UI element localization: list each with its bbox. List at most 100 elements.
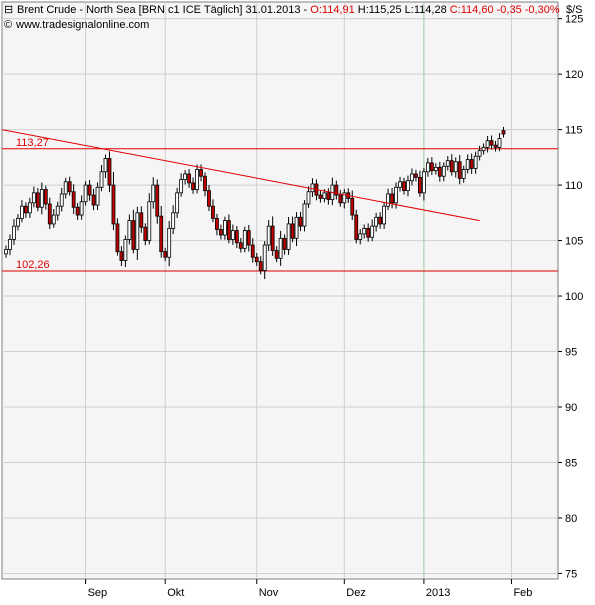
candle-body [199, 169, 203, 177]
candle-body [47, 203, 52, 225]
candle-body [374, 216, 379, 227]
candle-body [445, 160, 450, 167]
candle-body [87, 184, 92, 196]
candle-body [35, 192, 40, 208]
candle-body [179, 179, 184, 194]
chart-title: Brent Crude - North Sea [BRN c1 ICE Tägl… [17, 4, 560, 16]
high-value: H:115,25 [355, 4, 402, 16]
candle-body [127, 220, 132, 240]
candle-body [370, 225, 375, 238]
candle-body [310, 183, 315, 193]
candle-body [187, 173, 191, 184]
level-label: 113,27 [16, 137, 49, 149]
candle-body [382, 205, 387, 225]
candle-body [20, 205, 24, 219]
candle-body [207, 190, 211, 207]
candle-body [131, 220, 136, 250]
candle-body [226, 220, 231, 240]
candle-body [489, 140, 494, 146]
source-label[interactable]: www.tradesignalonline.com [15, 19, 149, 31]
candle-body [242, 230, 247, 249]
candle-body [75, 206, 80, 216]
candle-body [43, 189, 48, 205]
candle-body [410, 173, 414, 182]
candle-body [155, 184, 160, 217]
candle-body [135, 212, 140, 250]
candle-body [394, 186, 398, 204]
candle-body [103, 158, 108, 173]
x-tick-label: Dez [346, 587, 366, 599]
collapse-icon[interactable]: ⊟ [4, 4, 13, 16]
candle-body [497, 138, 502, 148]
candle-body [298, 216, 303, 227]
candle-body [211, 205, 215, 219]
y-tick-label: 75 [565, 568, 577, 580]
candle-body [262, 244, 267, 271]
instrument-label: Brent Crude - North Sea [BRN c1 ICE Tägl… [17, 4, 310, 16]
candle-body [4, 249, 8, 255]
candle-body [16, 217, 20, 227]
candle-body [350, 198, 355, 216]
candle-body [115, 223, 120, 253]
candle-body [290, 223, 295, 239]
candle-body [12, 225, 16, 240]
candle-body [326, 192, 331, 200]
candle-body [294, 216, 299, 239]
candle-body [338, 194, 343, 204]
candle-body [123, 239, 128, 261]
candle-body [406, 180, 410, 192]
x-axis-ticks: Sep Okt Nov Dez 2013 Feb [85, 579, 532, 599]
chart-header: ⊟ Brent Crude - North Sea [BRN c1 ICE Tä… [4, 4, 583, 31]
candle-body [167, 227, 172, 258]
candle-body [437, 166, 442, 177]
candle-body [63, 181, 68, 195]
candle-body [83, 184, 88, 203]
candle-body [318, 194, 323, 199]
candle-body [362, 227, 367, 235]
candle-body [473, 155, 478, 169]
x-tick-label: Okt [167, 587, 184, 599]
candle-body [27, 202, 32, 214]
candle-body [91, 194, 96, 206]
candle-body [266, 225, 271, 246]
candle-body [8, 239, 12, 250]
candle-body [191, 182, 195, 190]
candle-body [39, 189, 44, 208]
candle-body [429, 162, 434, 172]
candle-body [469, 159, 474, 169]
candle-body [203, 175, 207, 192]
candle-body [143, 226, 148, 241]
candle-body [238, 242, 243, 249]
y-tick-label: 125 [565, 14, 583, 26]
candle-body [195, 169, 199, 190]
candle-body [418, 176, 422, 194]
candle-body [342, 192, 347, 204]
candle-body [95, 186, 100, 206]
candle-body [322, 192, 327, 199]
y-tick-label: 100 [565, 291, 583, 303]
candle-body [107, 158, 112, 186]
candle-body [282, 237, 287, 250]
y-tick-label: 85 [565, 457, 577, 469]
candle-body [286, 223, 291, 250]
open-value: O:114,91 [310, 4, 354, 16]
y-tick-label: 115 [565, 125, 583, 137]
candle-body [258, 261, 263, 271]
candle-body [270, 225, 275, 251]
candle-body [302, 203, 307, 227]
y-axis-ticks: 75 80 85 90 95 100 105 110 115 120 125 [558, 14, 583, 580]
candle-body [433, 166, 438, 172]
candle-body [23, 205, 28, 214]
candle-body [51, 214, 56, 225]
candle-body [234, 230, 239, 244]
candle-body [163, 251, 168, 258]
candle-body [119, 251, 124, 261]
candle-body [246, 230, 251, 246]
candles [4, 126, 506, 280]
level-label: 102,26 [16, 259, 50, 271]
x-tick-label: 2013 [426, 587, 450, 599]
candle-body [71, 191, 76, 208]
candle-body [230, 230, 235, 240]
candle-body [79, 201, 84, 216]
candle-body [390, 193, 394, 204]
